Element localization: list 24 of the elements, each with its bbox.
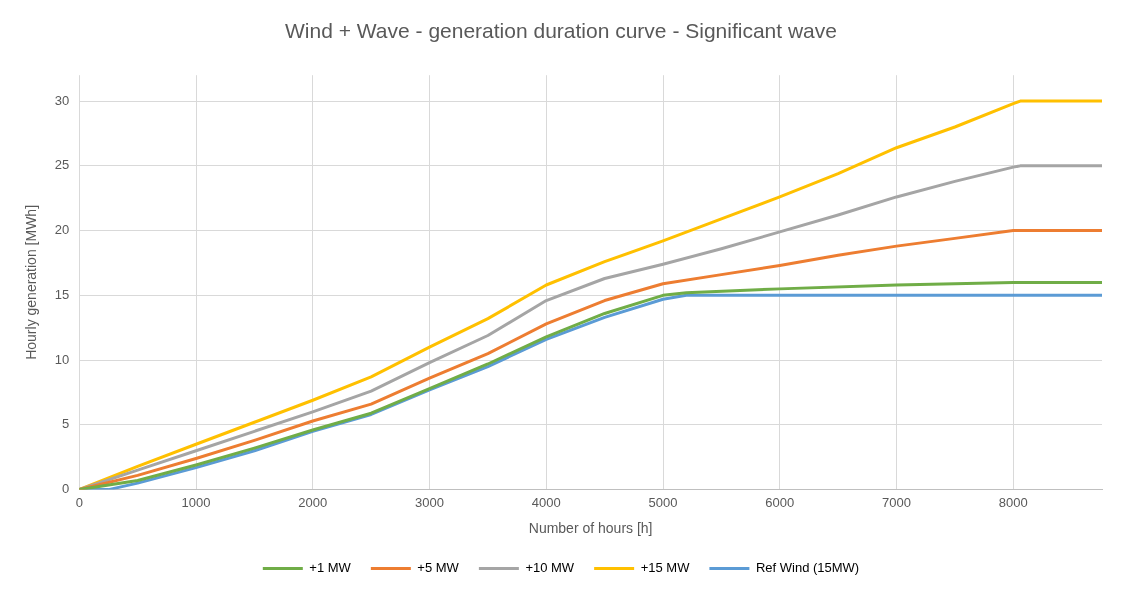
y-tick-label: 5	[62, 416, 70, 432]
legend-label: +10 MW	[525, 560, 575, 576]
x-tick-label: 2000	[298, 494, 328, 510]
y-tick-label: 15	[54, 286, 70, 302]
x-tick-label: 0	[75, 494, 83, 510]
legend-label: +5 MW	[417, 560, 460, 576]
chart-title: Wind + Wave - generation duration curve - Significant wave	[285, 19, 837, 43]
x-tick-label: 8000	[998, 494, 1028, 510]
x-tick-label: 6000	[765, 494, 795, 510]
y-tick-label: 0	[62, 481, 70, 497]
legend-label: Ref Wind (15MW)	[755, 560, 860, 576]
x-tick-label: 3000	[415, 494, 444, 510]
x-tick-label: 4000	[531, 494, 561, 510]
y-axis-title: Hourly generation [MWh]	[23, 204, 40, 360]
y-tick-label: 30	[54, 92, 70, 108]
y-tick-label: 20	[54, 222, 70, 238]
legend-label: +15 MW	[640, 560, 691, 576]
legend-label: +1 MW	[309, 560, 352, 576]
x-tick-label: 7000	[882, 494, 911, 510]
y-tick-label: 25	[54, 157, 70, 173]
x-tick-label: 1000	[181, 494, 211, 510]
x-axis-title: Number of hours [h]	[528, 520, 653, 537]
x-tick-label: 5000	[648, 494, 678, 510]
y-tick-label: 10	[54, 351, 70, 367]
